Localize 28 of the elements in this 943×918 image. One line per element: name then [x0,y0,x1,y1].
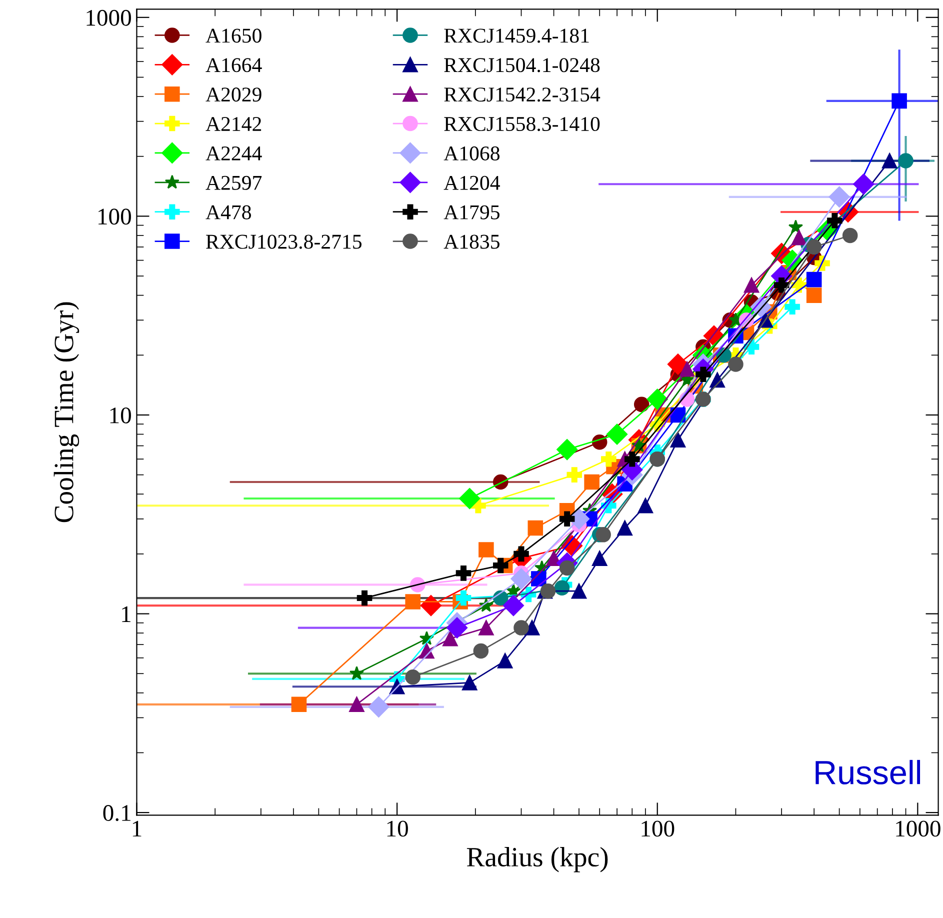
legend-label: RXCJ1023.8-2715 [206,234,362,249]
y-tick-label: 1 [122,606,130,622]
legend-label: A1795 [444,205,500,220]
y-tick-label: 100 [98,208,131,225]
legend-label: A1068 [444,146,500,160]
legend-label: A1835 [444,234,500,249]
legend-label: A2244 [206,146,262,160]
x-tick-label: 10 [387,820,408,837]
legend-label: A478 [206,205,251,220]
legend-label: RXCJ1459.4-181 [444,28,589,43]
legend-label: A1204 [444,176,500,190]
legend-label: A1664 [206,58,262,72]
x-tick-label: 1000 [896,820,940,837]
x-axis-title: Radius (kpc) [466,847,608,872]
legend-label: A2142 [206,117,262,131]
legend-label: RXCJ1542.2-3154 [444,88,600,102]
annotation: Russell [816,760,920,784]
legend-label: A1650 [206,28,262,43]
legend-label: RXCJ1558.3-1410 [444,116,600,132]
legend-label: A2597 [206,176,262,190]
x-tick-label: 1 [132,820,142,836]
legend-label: A2029 [206,88,262,102]
x-tick-label: 100 [642,820,674,837]
y-tick-label: 0.1 [103,805,130,822]
y-axis-title: Cooling Time (Gyr) [54,302,80,522]
legend-label: RXCJ1504.1-0248 [444,58,600,72]
y-tick-label: 10 [110,407,131,424]
y-tick-label: 1000 [86,10,131,26]
